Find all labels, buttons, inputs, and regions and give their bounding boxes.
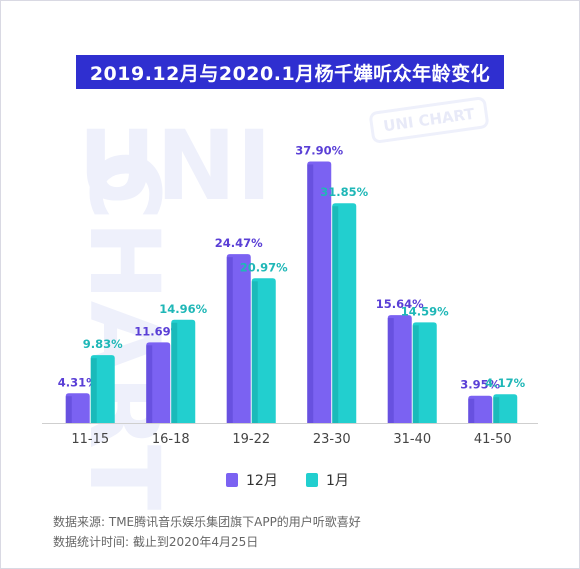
data-label-dec-23-30: 37.90% bbox=[295, 143, 343, 157]
source-line-1: 数据来源: TME腾讯音乐娱乐集团旗下APP的用户听歌喜好 bbox=[53, 515, 361, 529]
x-tick-16-18: 16-18 bbox=[152, 432, 190, 447]
bar-shade-dec-31-40 bbox=[387, 318, 394, 423]
data-label-jan-23-30: 31.85% bbox=[320, 185, 368, 199]
bar-shade-dec-11-15 bbox=[65, 396, 72, 423]
bar-shade-jan-41-50 bbox=[493, 397, 500, 423]
data-label-dec-31-40: 15.64% bbox=[376, 297, 424, 311]
legend-label-dec: 12月 bbox=[246, 473, 278, 489]
bar-shade-jan-16-18 bbox=[171, 322, 178, 423]
bar-shade-jan-19-22 bbox=[251, 281, 258, 423]
x-tick-23-30: 23-30 bbox=[313, 432, 351, 447]
x-tick-19-22: 19-22 bbox=[232, 432, 270, 447]
data-label-jan-16-18: 14.96% bbox=[159, 302, 207, 316]
x-tick-11-15: 11-15 bbox=[71, 432, 109, 447]
legend-swatch-jan bbox=[306, 473, 318, 487]
data-label-dec-16-18: 11.69% bbox=[134, 324, 182, 338]
source-line-2: 数据统计时间: 截止到2020年4月25日 bbox=[53, 535, 259, 549]
x-tick-41-50: 41-50 bbox=[474, 432, 512, 447]
bar-shade-jan-11-15 bbox=[90, 358, 97, 423]
legend-label-jan: 1月 bbox=[326, 473, 349, 489]
bar-shade-jan-31-40 bbox=[412, 325, 419, 423]
bar-shade-dec-41-50 bbox=[468, 398, 475, 423]
bar-shade-dec-23-30 bbox=[307, 164, 314, 424]
legend-item-jan: 1月 bbox=[306, 470, 349, 490]
legend-item-dec: 12月 bbox=[226, 470, 278, 490]
legend-swatch-dec bbox=[226, 473, 238, 487]
data-label-dec-11-15: 4.31% bbox=[58, 375, 98, 389]
bar-shade-dec-19-22 bbox=[226, 257, 233, 423]
data-label-jan-11-15: 9.83% bbox=[83, 337, 123, 351]
data-label-jan-31-40: 14.59% bbox=[401, 304, 449, 318]
data-label-jan-41-50: 4.17% bbox=[485, 376, 525, 390]
x-tick-31-40: 31-40 bbox=[393, 432, 431, 447]
chart-title: 2019.12月与2020.1月杨千嬅听众年龄变化 bbox=[76, 55, 504, 89]
data-label-dec-41-50: 3.95% bbox=[460, 378, 500, 392]
bar-shade-jan-23-30 bbox=[332, 206, 339, 423]
data-label-jan-19-22: 20.97% bbox=[240, 260, 288, 274]
data-label-dec-19-22: 24.47% bbox=[215, 236, 263, 250]
legend: 12月 1月 bbox=[0, 470, 580, 494]
bar-shade-dec-16-18 bbox=[146, 345, 153, 423]
